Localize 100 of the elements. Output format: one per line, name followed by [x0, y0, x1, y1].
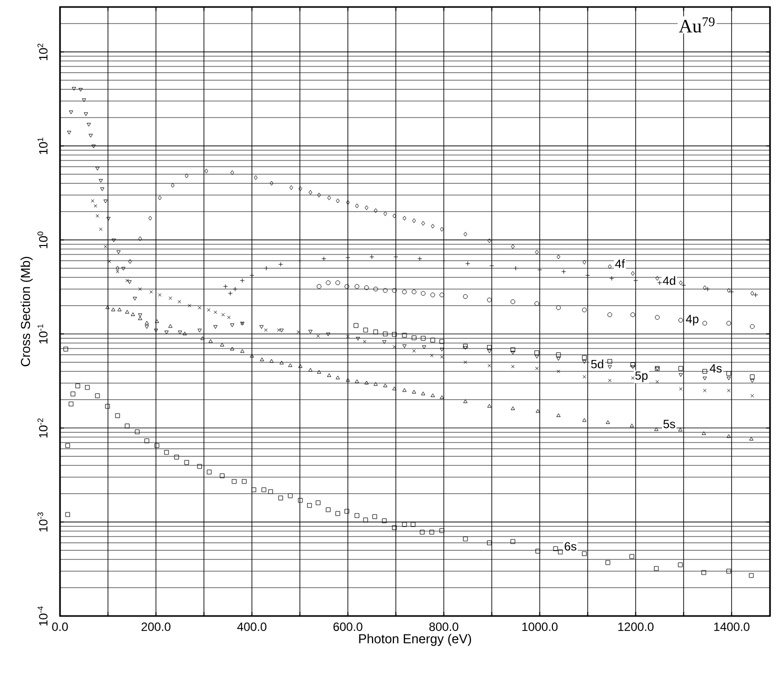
point	[372, 514, 378, 519]
point	[164, 330, 169, 334]
point	[440, 292, 444, 298]
point	[463, 346, 468, 350]
annotation: 4s	[710, 364, 722, 373]
point	[702, 285, 707, 290]
point	[440, 348, 444, 352]
point	[606, 420, 610, 424]
point	[317, 192, 321, 198]
point	[308, 190, 312, 195]
point	[178, 330, 182, 334]
point	[138, 236, 142, 242]
point	[117, 308, 122, 312]
point	[421, 221, 425, 226]
point	[63, 346, 68, 352]
point	[144, 438, 150, 444]
point	[607, 312, 612, 318]
point	[68, 402, 74, 406]
point	[128, 280, 132, 284]
point	[188, 304, 192, 308]
point	[288, 363, 292, 367]
point	[582, 260, 586, 264]
point	[200, 336, 205, 340]
point	[534, 301, 540, 306]
point	[154, 443, 160, 448]
point	[154, 328, 158, 332]
point	[606, 560, 610, 565]
point	[364, 380, 369, 384]
annotation: 4d	[662, 276, 676, 285]
point	[608, 365, 612, 369]
point	[430, 338, 436, 342]
point	[280, 328, 284, 332]
point	[270, 180, 274, 186]
x-tick-label: 1400.0	[714, 622, 750, 631]
point	[373, 286, 378, 292]
point	[232, 479, 236, 484]
point	[280, 360, 284, 364]
point	[750, 324, 755, 329]
point	[422, 345, 426, 350]
point	[510, 539, 516, 544]
point	[678, 366, 684, 371]
point	[164, 450, 169, 455]
point	[298, 498, 303, 503]
point	[412, 218, 416, 224]
point	[298, 364, 302, 368]
point	[116, 266, 120, 271]
point	[316, 284, 322, 289]
point	[336, 376, 340, 380]
point	[65, 443, 70, 448]
point	[316, 500, 320, 506]
point	[335, 280, 340, 286]
point	[487, 540, 492, 546]
point	[630, 271, 635, 276]
point	[354, 323, 358, 328]
point	[392, 288, 397, 293]
point	[556, 352, 561, 358]
point	[95, 393, 100, 398]
x-axis-title: Photon Energy (eV)	[359, 634, 472, 646]
y-tick-label: 10$^{2}$	[37, 44, 48, 60]
point	[556, 254, 560, 260]
point	[702, 376, 707, 380]
x-tick-label: 1200.0	[618, 622, 654, 631]
point	[95, 166, 100, 170]
y-tick-label: 10$^{-4}$	[38, 606, 48, 626]
point	[748, 573, 754, 578]
point	[125, 278, 129, 282]
point	[204, 168, 208, 174]
point	[363, 518, 368, 522]
point	[430, 292, 436, 298]
point	[630, 554, 634, 559]
point	[630, 362, 636, 368]
point	[392, 525, 397, 530]
point	[213, 325, 218, 329]
point	[130, 312, 135, 316]
point	[703, 388, 706, 392]
point	[678, 373, 683, 377]
point	[440, 355, 444, 359]
point	[346, 200, 350, 205]
point	[138, 313, 142, 318]
point	[488, 364, 492, 368]
point	[678, 280, 683, 286]
point	[464, 360, 468, 364]
point	[88, 134, 93, 138]
point	[440, 528, 444, 533]
point	[278, 496, 284, 500]
point	[260, 358, 264, 362]
point	[326, 280, 331, 286]
point	[726, 434, 731, 438]
point	[138, 316, 142, 320]
point	[582, 360, 586, 364]
point	[420, 336, 426, 341]
point	[250, 354, 254, 358]
point	[86, 122, 91, 127]
point	[354, 379, 360, 384]
point	[356, 336, 360, 341]
point	[463, 344, 468, 349]
point	[654, 315, 660, 320]
point	[608, 264, 612, 269]
point	[154, 319, 159, 323]
point	[607, 359, 612, 364]
